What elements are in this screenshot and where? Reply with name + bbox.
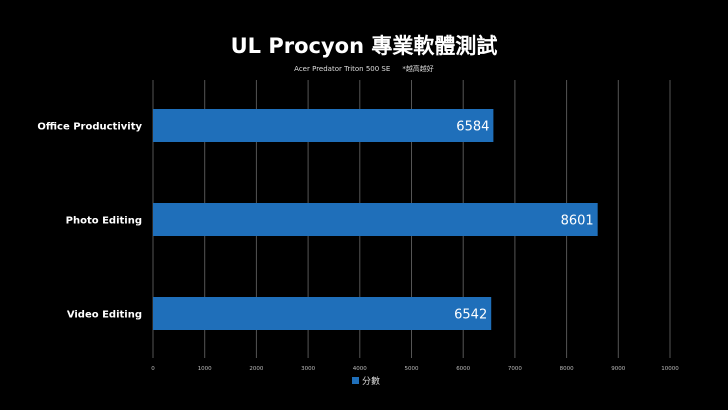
bar	[153, 203, 598, 236]
x-tick-label: 9000	[611, 366, 625, 372]
x-tick-label: 0	[151, 366, 155, 372]
x-tick-label: 8000	[560, 366, 574, 372]
x-tick-label: 1000	[198, 366, 212, 372]
bar	[153, 109, 494, 142]
legend-label: 分數	[362, 377, 381, 387]
category-label: Video Editing	[67, 310, 142, 321]
device-name: Acer Predator Triton 500 SE	[294, 65, 391, 73]
x-tick-label: 2000	[249, 366, 263, 372]
legend: 分數	[352, 374, 380, 387]
chart-subtitle: Acer Predator Triton 500 SE *越高越好	[0, 64, 728, 74]
category-label: Office Productivity	[37, 122, 142, 133]
higher-better-note: *越高越好	[402, 65, 434, 73]
category-label: Photo Editing	[66, 216, 142, 227]
x-tick-label: 5000	[405, 366, 419, 372]
x-tick-label: 4000	[353, 366, 367, 372]
x-tick-label: 10000	[661, 366, 679, 372]
x-tick-label: 3000	[301, 366, 315, 372]
chart-title: UL Procyon 專業軟體測試	[230, 34, 498, 58]
data-label: 8601	[561, 214, 594, 229]
x-tick-label: 6000	[456, 366, 470, 372]
data-label: 6542	[454, 308, 487, 323]
x-tick-label: 7000	[508, 366, 522, 372]
legend-swatch	[352, 377, 359, 384]
bar	[153, 297, 492, 330]
data-label: 6584	[456, 120, 489, 135]
